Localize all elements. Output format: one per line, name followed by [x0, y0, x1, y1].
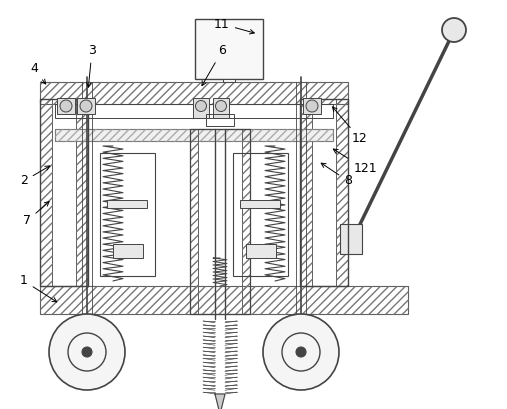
- Circle shape: [196, 101, 206, 112]
- Bar: [40, 99, 52, 286]
- Text: 8: 8: [321, 163, 352, 187]
- Bar: [55, 129, 333, 141]
- Bar: [55, 129, 333, 141]
- Circle shape: [49, 314, 125, 390]
- Bar: [55, 104, 333, 118]
- Bar: [76, 99, 88, 286]
- Bar: [246, 244, 276, 258]
- Bar: [242, 129, 250, 314]
- Text: 2: 2: [20, 166, 50, 187]
- Circle shape: [82, 347, 92, 357]
- Bar: [40, 82, 348, 104]
- Bar: [287, 332, 315, 338]
- Bar: [193, 98, 209, 118]
- Bar: [100, 153, 155, 276]
- Bar: [40, 286, 408, 314]
- Bar: [293, 326, 309, 332]
- Bar: [300, 99, 312, 286]
- Bar: [40, 82, 348, 104]
- Text: 11: 11: [214, 18, 255, 34]
- Circle shape: [263, 314, 339, 390]
- Bar: [79, 326, 95, 332]
- Bar: [213, 98, 229, 118]
- Circle shape: [296, 347, 306, 357]
- Text: 4: 4: [30, 63, 46, 84]
- Bar: [76, 99, 88, 286]
- Bar: [293, 326, 309, 332]
- Text: 3: 3: [87, 45, 96, 87]
- Bar: [107, 200, 147, 208]
- Bar: [233, 153, 288, 276]
- Bar: [190, 129, 198, 314]
- Bar: [195, 19, 263, 79]
- Circle shape: [60, 100, 72, 112]
- Bar: [206, 114, 234, 126]
- Circle shape: [306, 100, 318, 112]
- Bar: [40, 99, 88, 286]
- Circle shape: [442, 18, 466, 42]
- Circle shape: [80, 100, 92, 112]
- Bar: [293, 314, 309, 332]
- Bar: [55, 129, 333, 141]
- Polygon shape: [215, 394, 225, 409]
- Bar: [300, 99, 348, 286]
- Bar: [300, 99, 312, 286]
- Bar: [303, 98, 321, 114]
- Bar: [57, 98, 75, 114]
- Bar: [73, 332, 101, 338]
- Text: 7: 7: [23, 202, 49, 227]
- Bar: [336, 99, 348, 286]
- Bar: [240, 200, 280, 208]
- Bar: [40, 286, 408, 314]
- Bar: [79, 326, 95, 332]
- Circle shape: [215, 101, 227, 112]
- Bar: [223, 79, 235, 82]
- Bar: [190, 129, 198, 314]
- Text: 1: 1: [20, 274, 57, 302]
- Bar: [242, 129, 250, 314]
- Bar: [79, 314, 95, 332]
- Text: 12: 12: [333, 107, 368, 146]
- Bar: [113, 244, 143, 258]
- Bar: [190, 129, 250, 314]
- Bar: [77, 98, 95, 114]
- Bar: [340, 224, 362, 254]
- Bar: [40, 99, 52, 286]
- Text: 6: 6: [202, 45, 226, 85]
- Text: 121: 121: [333, 149, 377, 175]
- Bar: [336, 99, 348, 286]
